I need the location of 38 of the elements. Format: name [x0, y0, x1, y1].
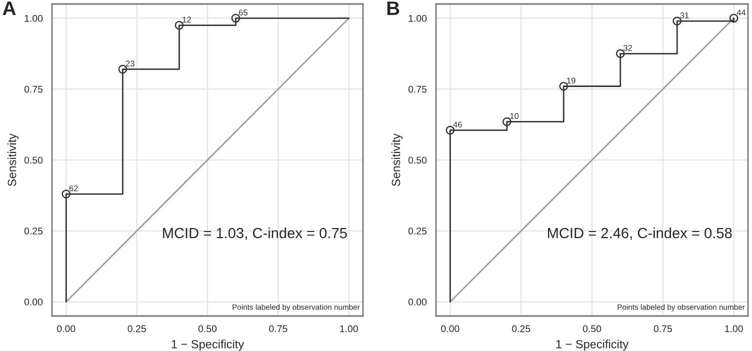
chart-title: A	[2, 2, 16, 15]
x-tick-label: 0.00	[441, 325, 460, 332]
x-tick-label: 0.25	[128, 325, 146, 332]
annotation: 12	[182, 16, 191, 22]
y-tick-label: 1.00	[408, 14, 427, 22]
y-tick-label: 0.50	[408, 156, 427, 164]
annotation: 62	[69, 185, 78, 192]
y-tick-label: 0.00	[408, 298, 427, 306]
y-axis-title: Sensitivity	[7, 133, 18, 186]
x-tick-label: 0.75	[654, 325, 672, 332]
y-tick-label: 0.75	[408, 86, 427, 93]
y-tick-label: 0.50	[24, 156, 43, 164]
annotation: 32	[623, 45, 632, 51]
x-tick-label: 1.00	[725, 325, 743, 332]
annotation: 46	[453, 122, 462, 128]
annotation: 23	[126, 60, 134, 67]
y-tick-label: 1.00	[24, 14, 43, 22]
y-tick-label: 0.75	[24, 86, 43, 93]
x-tick-label: 1.00	[340, 325, 358, 332]
y-tick-label: 0.25	[408, 228, 427, 235]
x-tick-label: 0.50	[198, 325, 217, 332]
y-axis-title: Sensitivity	[391, 133, 402, 186]
annotation: MCID = 1.03, C-index = 0.75	[163, 228, 347, 240]
x-tick-label: 0.00	[57, 325, 76, 332]
annotation: 19	[567, 78, 576, 84]
y-tick-label: 0.25	[24, 228, 43, 235]
chart-title: B	[387, 2, 400, 15]
x-tick-label: 0.25	[512, 325, 530, 332]
annotation: MCID = 2.46, C-index = 0.58	[548, 228, 732, 240]
x-tick-label: 0.75	[269, 325, 288, 332]
annotation: 10	[510, 113, 519, 120]
y-tick-label: 0.00	[24, 298, 43, 306]
x-tick-label: 0.50	[582, 325, 602, 332]
annotation: 44	[736, 10, 746, 16]
annotation: 31	[680, 12, 689, 18]
x-axis-title: 1 − Specificity	[556, 340, 629, 351]
annotation: 65	[238, 10, 248, 16]
x-axis-title: 1 − Specificity	[172, 340, 244, 351]
